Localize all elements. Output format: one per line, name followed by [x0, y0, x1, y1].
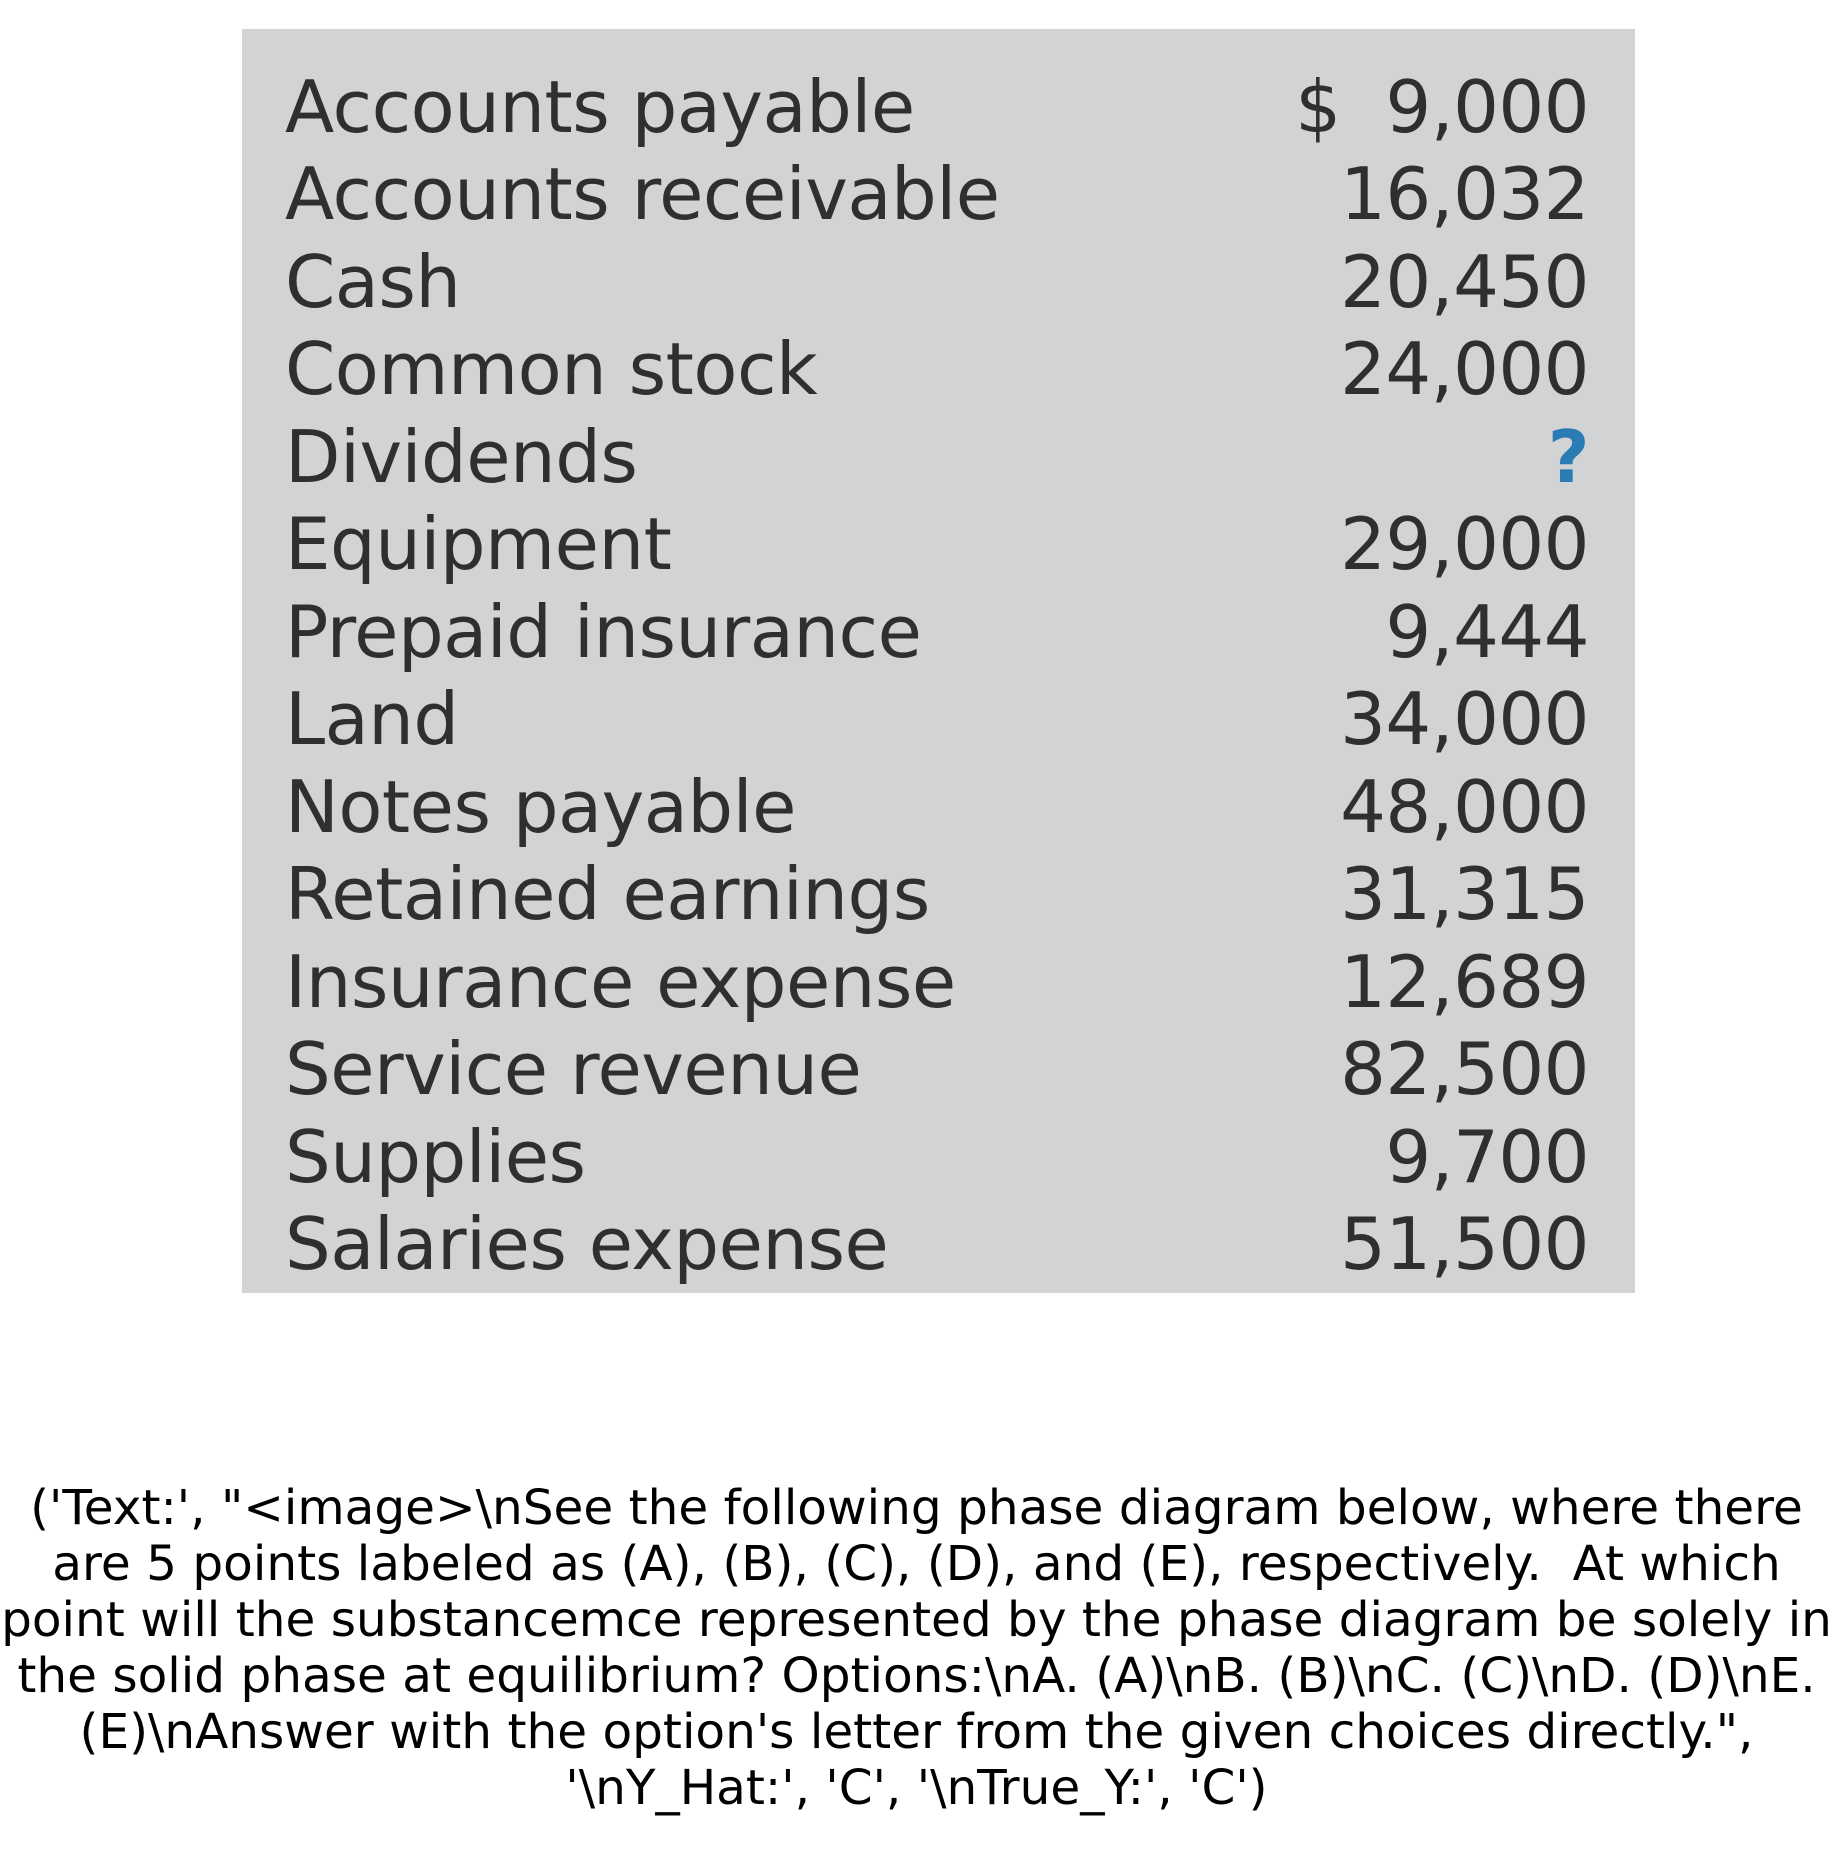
account-amount: 16,032 — [1340, 152, 1589, 237]
account-row: Common stock 24,000 — [285, 326, 1589, 414]
account-row: Accounts receivable 16,032 — [285, 151, 1589, 239]
account-label: Land — [285, 677, 459, 762]
account-label: Service revenue — [285, 1027, 862, 1112]
account-row: Notes payable 48,000 — [285, 763, 1589, 851]
account-label: Notes payable — [285, 764, 796, 849]
account-row: Service revenue 82,500 — [285, 1026, 1589, 1114]
account-label: Insurance expense — [285, 939, 956, 1024]
account-row: Cash 20,450 — [285, 238, 1589, 326]
account-row: Salaries expense 51,500 — [285, 1201, 1589, 1289]
account-row: Insurance expense 12,689 — [285, 938, 1589, 1026]
account-row: Accounts payable $ 9,000 — [285, 63, 1589, 151]
account-amount: 12,689 — [1340, 939, 1589, 1024]
account-label: Cash — [285, 239, 461, 324]
account-label: Equipment — [285, 502, 672, 587]
account-label: Accounts receivable — [285, 152, 1000, 237]
account-amount: 31,315 — [1340, 852, 1589, 937]
account-amount: 34,000 — [1340, 677, 1589, 762]
account-label: Retained earnings — [285, 852, 930, 937]
account-row: Prepaid insurance 9,444 — [285, 588, 1589, 676]
account-label: Dividends — [285, 414, 638, 499]
account-amount: 29,000 — [1340, 502, 1589, 587]
account-amount: 9,700 — [1385, 1114, 1589, 1199]
account-row: Dividends ? — [285, 413, 1590, 501]
account-row: Retained earnings 31,315 — [285, 851, 1589, 939]
account-row: Supplies 9,700 — [285, 1113, 1589, 1201]
account-amount: 51,500 — [1340, 1202, 1589, 1287]
account-amount: 20,450 — [1340, 239, 1589, 324]
account-amount: 48,000 — [1340, 764, 1589, 849]
account-label: Supplies — [285, 1114, 586, 1199]
account-label: Accounts payable — [285, 64, 915, 149]
account-amount: 82,500 — [1340, 1027, 1589, 1112]
account-row: Equipment 29,000 — [285, 501, 1589, 589]
account-label: Prepaid insurance — [285, 589, 922, 674]
account-label: Salaries expense — [285, 1202, 889, 1287]
account-label: Common stock — [285, 327, 818, 412]
account-row: Land 34,000 — [285, 676, 1589, 764]
account-amount: 24,000 — [1340, 327, 1589, 412]
account-amount: 9,444 — [1385, 589, 1589, 674]
account-amount: $ 9,000 — [1295, 64, 1589, 149]
question-caption: ('Text:', "<image>\nSee the following ph… — [1, 1480, 1832, 1816]
unknown-amount-marker: ? — [1547, 414, 1590, 499]
account-balances-table: Accounts payable $ 9,000 Accounts receiv… — [242, 29, 1635, 1293]
